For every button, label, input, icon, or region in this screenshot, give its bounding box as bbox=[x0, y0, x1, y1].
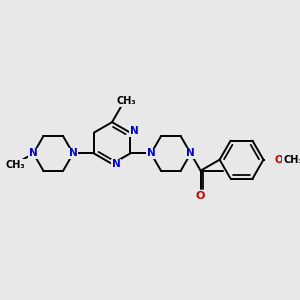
Text: N: N bbox=[112, 160, 120, 170]
Text: N: N bbox=[130, 127, 138, 136]
Text: CH₃: CH₃ bbox=[116, 96, 136, 106]
Text: N: N bbox=[69, 148, 77, 158]
Text: N: N bbox=[147, 148, 155, 158]
Text: CH₃: CH₃ bbox=[283, 155, 300, 165]
Text: N: N bbox=[186, 148, 195, 158]
Text: CH₃: CH₃ bbox=[6, 160, 25, 170]
Text: N: N bbox=[29, 148, 38, 158]
Text: O: O bbox=[196, 190, 205, 201]
Text: O: O bbox=[275, 155, 284, 165]
